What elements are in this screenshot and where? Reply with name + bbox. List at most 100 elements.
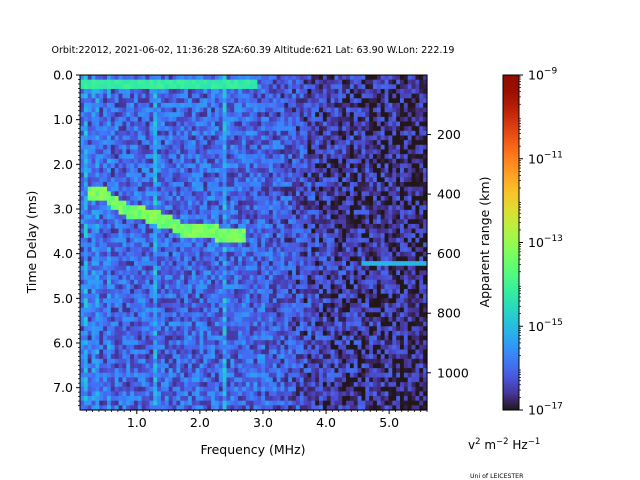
heatmap-cell — [199, 93, 204, 99]
heatmap-cell — [249, 242, 255, 248]
heatmap-cell — [91, 251, 97, 258]
heatmap-cell — [334, 223, 339, 230]
heatmap-cell — [149, 265, 154, 272]
heatmap-cell — [114, 84, 120, 90]
heatmap-cell — [195, 261, 201, 267]
heatmap-cell — [99, 140, 104, 146]
heatmap-cell — [241, 368, 247, 374]
heatmap-cell — [180, 84, 185, 90]
heatmap-cell — [180, 182, 185, 188]
heatmap-cell — [130, 312, 135, 318]
heatmap-cell — [164, 107, 170, 113]
heatmap-cell — [122, 149, 127, 155]
heatmap-cell — [99, 102, 104, 109]
heatmap-cell — [226, 354, 231, 360]
heatmap-cell — [110, 330, 116, 337]
heatmap-cell — [176, 330, 181, 337]
heatmap-cell — [326, 112, 332, 118]
heatmap-cell — [342, 228, 347, 234]
heatmap-cell — [303, 149, 309, 155]
heatmap-cell — [133, 330, 139, 337]
heatmap-cell — [319, 163, 324, 169]
heatmap-cell — [322, 158, 328, 164]
heatmap-cell — [284, 307, 289, 313]
heatmap-cell — [241, 349, 247, 355]
heatmap-cell — [187, 112, 193, 118]
heatmap-cell — [91, 368, 97, 374]
heatmap-cell — [346, 130, 351, 137]
heatmap-cell — [265, 354, 270, 360]
heatmap-cell — [268, 289, 274, 295]
heatmap-cell — [257, 172, 262, 178]
heatmap-cell — [180, 172, 185, 178]
heatmap-cell — [95, 98, 100, 104]
heatmap-cell — [214, 261, 220, 267]
heatmap-cell — [195, 298, 201, 304]
heatmap-cell — [234, 205, 239, 211]
heatmap-cell — [126, 75, 131, 81]
heatmap-cell — [319, 247, 324, 253]
heatmap-cell — [226, 126, 231, 132]
heatmap-cell — [149, 214, 154, 220]
heatmap-cell — [238, 149, 243, 155]
heatmap-cell — [214, 363, 220, 369]
heatmap-cell — [103, 214, 108, 220]
heatmap-cell — [226, 391, 231, 397]
heatmap-cell — [342, 130, 347, 137]
heatmap-cell — [145, 163, 150, 169]
heatmap-cell — [330, 335, 336, 341]
heatmap-cell — [184, 98, 189, 104]
heatmap-cell — [145, 326, 150, 332]
heatmap-cell — [292, 107, 297, 113]
heatmap-cell — [241, 265, 247, 272]
heatmap-cell — [203, 102, 208, 109]
heatmap-cell — [295, 172, 301, 178]
heatmap-cell — [199, 298, 204, 304]
heatmap-cell — [307, 79, 312, 85]
heatmap-cell — [241, 358, 247, 365]
heatmap-cell — [91, 144, 97, 151]
heatmap-cell — [180, 98, 185, 104]
heatmap-cell — [87, 298, 93, 304]
heatmap-cell — [176, 88, 181, 95]
heatmap-cell — [180, 149, 185, 155]
heatmap-cell — [319, 270, 324, 276]
heatmap-cell — [234, 326, 239, 332]
heatmap-cell — [126, 209, 131, 216]
heatmap-cell — [157, 340, 162, 346]
heatmap-cell — [83, 209, 89, 216]
heatmap-cell — [211, 349, 216, 355]
heatmap-cell — [110, 88, 116, 95]
heatmap-cell — [241, 247, 247, 253]
heatmap-cell — [211, 251, 216, 258]
heatmap-cell — [195, 107, 201, 113]
heatmap-cell — [168, 251, 174, 258]
heatmap-cell — [265, 84, 270, 90]
heatmap-cell — [133, 298, 139, 304]
heatmap-cell — [106, 363, 112, 369]
heatmap-cell — [311, 172, 316, 178]
heatmap-cell — [218, 214, 224, 220]
heatmap-cell — [322, 307, 328, 313]
heatmap-cell — [284, 261, 289, 267]
heatmap-cell — [319, 386, 324, 392]
heatmap-cell — [203, 349, 208, 355]
heatmap-cell — [249, 168, 255, 174]
heatmap-cell — [330, 270, 336, 276]
heatmap-cell — [342, 112, 347, 118]
heatmap-cell — [303, 400, 309, 406]
heatmap-cell — [110, 121, 116, 127]
heatmap-cell — [207, 386, 212, 392]
heatmap-cell — [234, 112, 239, 118]
heatmap-cell — [95, 251, 100, 258]
heatmap-cell — [87, 84, 93, 90]
heatmap-cell — [172, 251, 177, 258]
heatmap-cell — [280, 377, 285, 383]
heatmap-cell — [326, 107, 332, 113]
heatmap-cell — [133, 172, 139, 178]
heatmap-cell — [195, 335, 201, 341]
heatmap-cell — [261, 256, 266, 262]
heatmap-cell — [160, 98, 166, 104]
heatmap-cell — [311, 107, 316, 113]
heatmap-cell — [145, 289, 150, 295]
